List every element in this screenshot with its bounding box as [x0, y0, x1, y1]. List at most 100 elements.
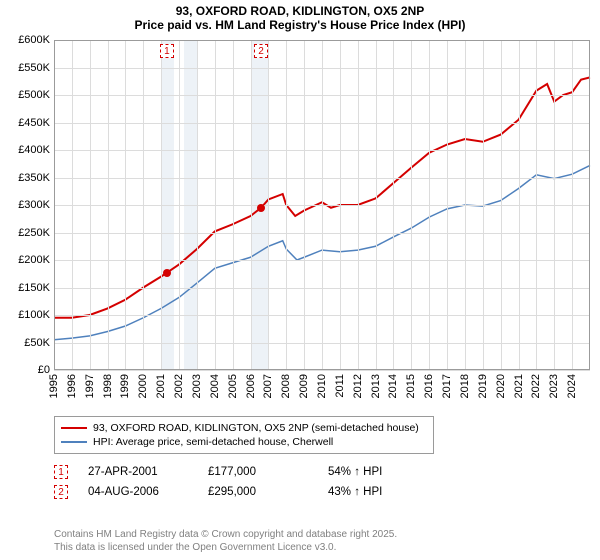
x-axis-tick-label: 1999	[119, 374, 131, 398]
legend-row: HPI: Average price, semi-detached house,…	[61, 435, 427, 449]
y-axis-tick-label: £500K	[2, 89, 50, 101]
sale-row-delta: 54% ↑ HPI	[328, 466, 428, 478]
sales-data-rows: 127-APR-2001£177,00054% ↑ HPI204-AUG-200…	[54, 462, 590, 502]
x-axis-tick-label: 2007	[262, 374, 274, 398]
y-axis-tick-label: £200K	[2, 254, 50, 266]
gridline-vertical	[536, 40, 537, 370]
sale-row-date: 04-AUG-2006	[88, 486, 188, 498]
legend-label: 93, OXFORD ROAD, KIDLINGTON, OX5 2NP (se…	[93, 422, 419, 434]
axis-line	[589, 40, 590, 370]
sale-row-delta: 43% ↑ HPI	[328, 486, 428, 498]
gridline-vertical	[179, 40, 180, 370]
gridline-vertical	[286, 40, 287, 370]
x-axis-tick-label: 2019	[477, 374, 489, 398]
x-axis-tick-label: 1996	[66, 374, 78, 398]
gridline-vertical	[268, 40, 269, 370]
x-axis-tick-label: 2015	[405, 374, 417, 398]
x-axis-tick-label: 2001	[155, 374, 167, 398]
y-axis-tick-label: £550K	[2, 62, 50, 74]
gridline-vertical	[251, 40, 252, 370]
gridline-vertical	[429, 40, 430, 370]
gridline-vertical	[554, 40, 555, 370]
y-axis-tick-label: £150K	[2, 282, 50, 294]
gridline-vertical	[215, 40, 216, 370]
sale-marker-box: 1	[160, 44, 174, 58]
gridline-vertical	[447, 40, 448, 370]
x-axis-tick-label: 2016	[423, 374, 435, 398]
x-axis-tick-label: 2014	[387, 374, 399, 398]
gridline-vertical	[519, 40, 520, 370]
y-axis-tick-label: £350K	[2, 172, 50, 184]
gridline-vertical	[72, 40, 73, 370]
axis-line	[54, 369, 590, 370]
x-axis-tick-label: 2005	[227, 374, 239, 398]
gridline-vertical	[125, 40, 126, 370]
y-axis-tick-label: £400K	[2, 144, 50, 156]
gridline-vertical	[197, 40, 198, 370]
gridline-vertical	[322, 40, 323, 370]
gridline-vertical	[233, 40, 234, 370]
gridline-vertical	[393, 40, 394, 370]
x-axis-tick-label: 2002	[173, 374, 185, 398]
x-axis-tick-label: 2011	[334, 374, 346, 398]
gridline-vertical	[108, 40, 109, 370]
x-axis-tick-label: 2018	[459, 374, 471, 398]
gridline-vertical	[376, 40, 377, 370]
gridline-vertical	[161, 40, 162, 370]
x-axis-tick-label: 2021	[513, 374, 525, 398]
y-axis-tick-label: £300K	[2, 199, 50, 211]
sale-marker-dot	[163, 269, 171, 277]
gridline-vertical	[411, 40, 412, 370]
gridline-vertical	[304, 40, 305, 370]
x-axis-tick-label: 2009	[298, 374, 310, 398]
x-axis-tick-label: 2008	[280, 374, 292, 398]
axis-line	[54, 40, 590, 41]
x-axis-tick-label: 2003	[191, 374, 203, 398]
legend-row: 93, OXFORD ROAD, KIDLINGTON, OX5 2NP (se…	[61, 421, 427, 435]
x-axis-tick-label: 1997	[84, 374, 96, 398]
x-axis-tick-label: 2024	[566, 374, 578, 398]
y-axis-tick-label: £100K	[2, 309, 50, 321]
x-axis-tick-label: 2020	[495, 374, 507, 398]
y-axis-tick-label: £600K	[2, 34, 50, 46]
gridline-vertical	[90, 40, 91, 370]
x-axis-tick-label: 2022	[530, 374, 542, 398]
x-axis-tick-label: 2017	[441, 374, 453, 398]
x-axis-tick-label: 2006	[245, 374, 257, 398]
gridline-vertical	[501, 40, 502, 370]
x-axis-tick-label: 2010	[316, 374, 328, 398]
y-axis-tick-label: £450K	[2, 117, 50, 129]
gridline-horizontal	[54, 370, 590, 371]
x-axis-tick-label: 2023	[548, 374, 560, 398]
gridline-vertical	[358, 40, 359, 370]
sale-marker-box: 2	[254, 44, 268, 58]
x-axis-tick-label: 2013	[370, 374, 382, 398]
attribution-line1: Contains HM Land Registry data © Crown c…	[54, 529, 397, 542]
sale-row-marker: 1	[54, 465, 68, 479]
gridline-vertical	[143, 40, 144, 370]
y-axis-tick-label: £50K	[2, 337, 50, 349]
chart-title-line1: 93, OXFORD ROAD, KIDLINGTON, OX5 2NP	[0, 0, 600, 18]
sale-marker-dot	[257, 204, 265, 212]
legend-and-data: 93, OXFORD ROAD, KIDLINGTON, OX5 2NP (se…	[54, 416, 590, 502]
sale-data-row: 1 27-APR-2001 £177,000 54% ↑ HPI	[54, 462, 590, 482]
legend-box: 93, OXFORD ROAD, KIDLINGTON, OX5 2NP (se…	[54, 416, 434, 454]
sale-row-date: 27-APR-2001	[88, 466, 188, 478]
legend-swatch	[61, 441, 87, 443]
axis-line	[54, 40, 55, 370]
gridline-vertical	[483, 40, 484, 370]
sale-row-price: £177,000	[208, 466, 308, 478]
attribution-text: Contains HM Land Registry data © Crown c…	[54, 529, 397, 554]
gridline-vertical	[572, 40, 573, 370]
x-axis-tick-label: 1998	[102, 374, 114, 398]
x-axis-tick-label: 2012	[352, 374, 364, 398]
chart-container: 12 £0£50K£100K£150K£200K£250K£300K£350K£…	[0, 36, 600, 416]
plot-area: 12	[54, 40, 590, 370]
x-axis-tick-label: 2004	[209, 374, 221, 398]
sale-row-price: £295,000	[208, 486, 308, 498]
x-axis-tick-label: 1995	[48, 374, 60, 398]
x-axis-tick-label: 2000	[137, 374, 149, 398]
legend-label: HPI: Average price, semi-detached house,…	[93, 436, 333, 448]
chart-title-line2: Price paid vs. HM Land Registry's House …	[0, 18, 600, 34]
attribution-line2: This data is licensed under the Open Gov…	[54, 542, 397, 555]
